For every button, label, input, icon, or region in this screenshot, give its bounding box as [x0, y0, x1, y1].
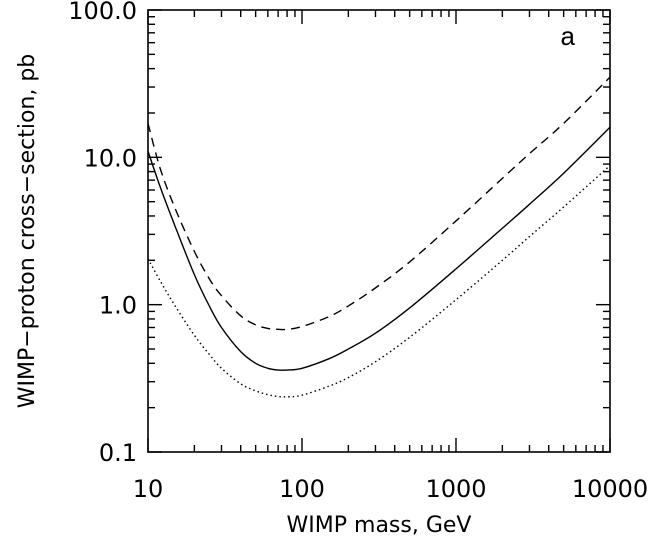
panel-label: a — [561, 21, 576, 51]
series-line-dashed — [147, 76, 611, 331]
tick-labels: 10 100 1000 10000 0.1 1.0 10.0 100.0 — [68, 0, 648, 503]
series-line-dotted — [147, 164, 611, 398]
y-tick-label: 100.0 — [68, 0, 137, 25]
x-axis-label: WIMP mass, GeV — [287, 513, 472, 538]
x-tick-label: 100 — [279, 475, 325, 503]
plot-frame — [147, 9, 611, 453]
data-curves — [147, 76, 611, 398]
tick-marks — [147, 9, 611, 453]
y-tick-label: 10.0 — [84, 144, 137, 172]
y-tick-label: 1.0 — [99, 292, 137, 320]
y-axis-label: WIMP−proton cross−section, pb — [15, 54, 40, 409]
x-tick-label: 10 — [133, 475, 164, 503]
x-tick-label: 10000 — [572, 475, 648, 503]
x-tick-label: 1000 — [425, 475, 486, 503]
y-tick-label: 0.1 — [99, 439, 137, 467]
series-line-solid — [147, 126, 611, 371]
